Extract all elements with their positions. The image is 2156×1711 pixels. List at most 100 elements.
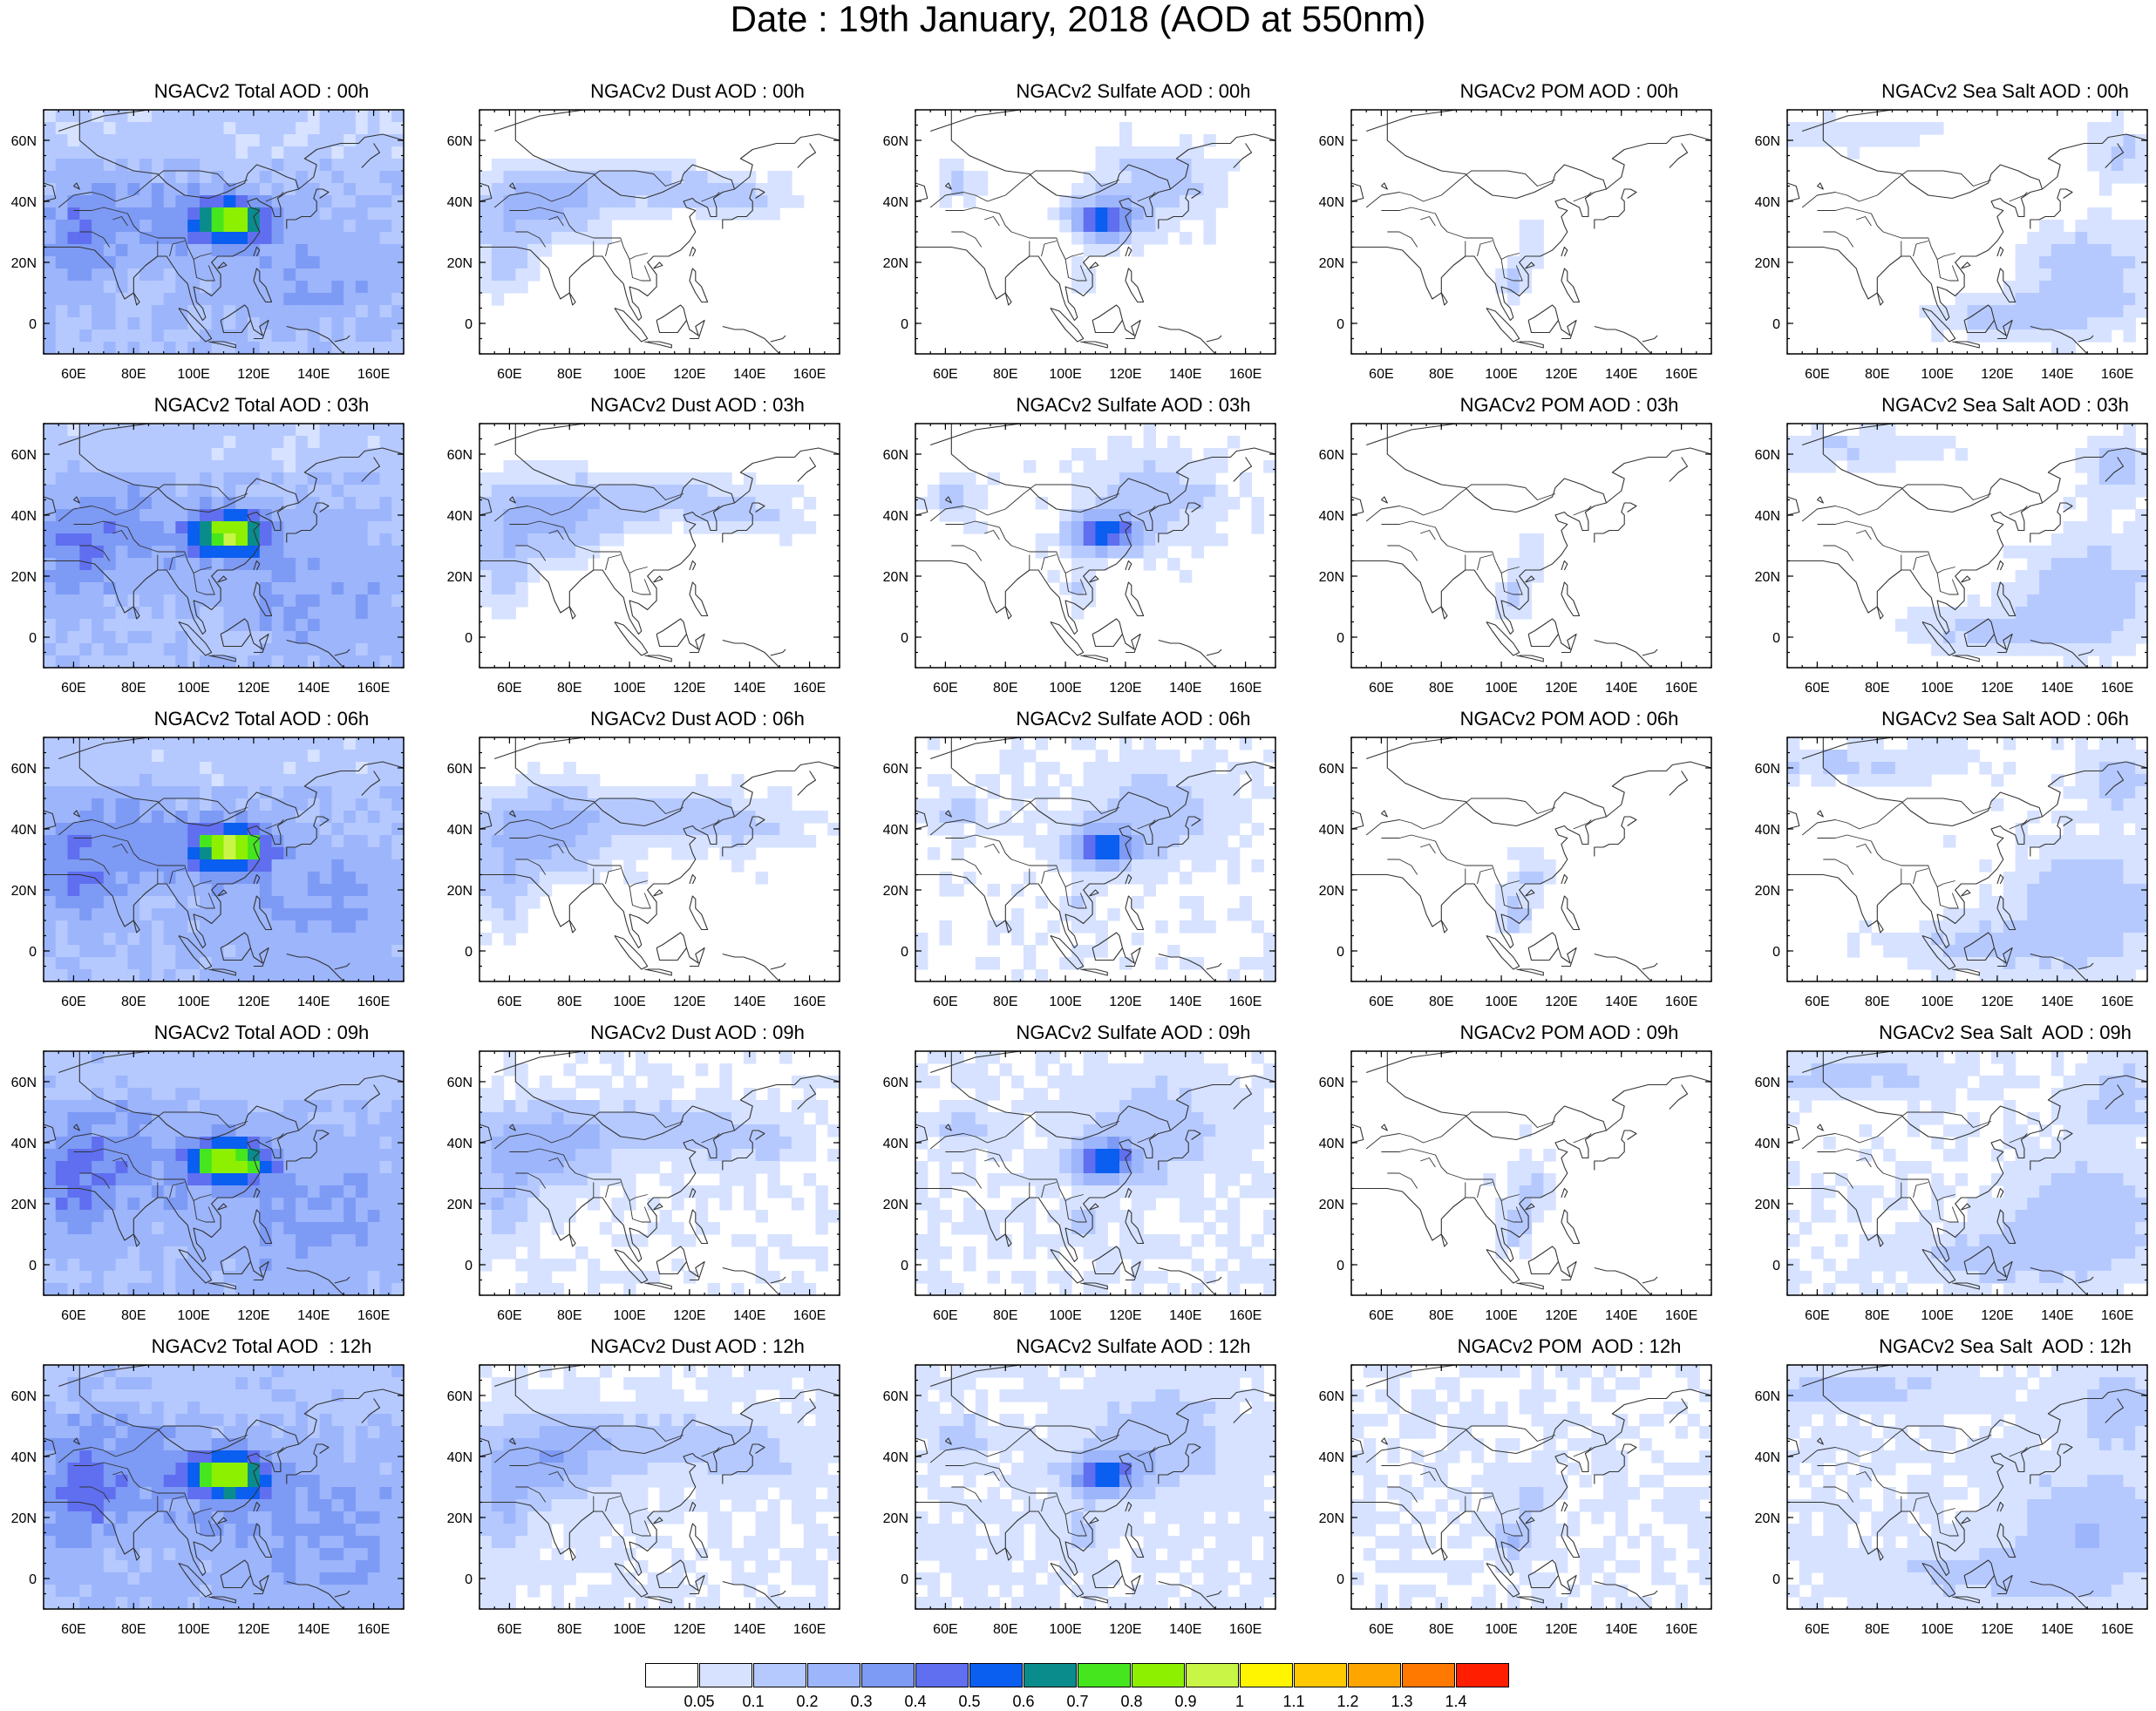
y-tick-label: 0 [901, 945, 908, 960]
aod-cell [492, 485, 504, 498]
aod-cell [116, 957, 128, 970]
aod-cell [1263, 933, 1275, 946]
aod-cell [2075, 329, 2087, 343]
aod-cell [104, 546, 116, 559]
aod-cell [68, 920, 80, 934]
aod-cell [116, 1234, 128, 1247]
aod-cell [356, 1137, 368, 1150]
aod-cell [391, 643, 404, 656]
aod-cell [2051, 847, 2064, 860]
aod-cell [1084, 835, 1096, 848]
aod-cell [963, 798, 976, 811]
aod-cell [224, 1076, 236, 1089]
aod-cell [1931, 448, 1943, 461]
aod-cell [540, 497, 552, 510]
aod-cell [368, 281, 380, 294]
aod-cell [1036, 847, 1048, 860]
aod-cell [1155, 920, 1167, 934]
aod-cell [779, 798, 792, 811]
aod-cell [139, 1271, 152, 1284]
aod-cell [200, 521, 212, 534]
aod-cell [1847, 762, 1860, 775]
aod-cell [2099, 835, 2112, 848]
aod-cell [504, 884, 516, 897]
aod-cell [1059, 460, 1071, 473]
aod-cell [2075, 460, 2087, 473]
aod-cell [1931, 933, 1943, 946]
aod-cell [380, 1185, 392, 1198]
aod-cell [492, 159, 504, 172]
aod-cell [272, 110, 284, 123]
aod-cell [1955, 920, 1968, 934]
aod-cell [1096, 509, 1108, 522]
aod-cell [331, 533, 343, 547]
aod-cell [139, 774, 152, 787]
aod-cell [2075, 232, 2087, 245]
aod-cell [1036, 762, 1048, 775]
aod-cell [380, 509, 392, 522]
aod-cell [492, 256, 504, 269]
aod-cell [2016, 884, 2028, 897]
aod-cell [1155, 835, 1167, 848]
aod-cell [164, 134, 176, 147]
aod-cell [479, 908, 492, 921]
aod-cell [1203, 159, 1215, 172]
aod-cell [187, 448, 200, 461]
aod-cell [116, 146, 128, 160]
aod-cell [212, 1076, 224, 1089]
aod-cell [1096, 183, 1108, 196]
aod-cell [175, 847, 187, 860]
aod-cell [164, 448, 176, 461]
aod-cell [44, 1173, 56, 1186]
aod-cell [260, 896, 272, 909]
aod-cell [248, 317, 260, 330]
aod-cell [2075, 220, 2087, 233]
aod-cell [356, 786, 368, 799]
aod-cell [2075, 920, 2087, 934]
aod-cell [2039, 957, 2051, 970]
aod-cell [175, 448, 187, 461]
aod-cell [504, 872, 516, 885]
aod-cell [200, 134, 212, 147]
aod-cell [1071, 546, 1084, 559]
aod-cell [563, 521, 575, 534]
aod-cell [1943, 835, 1955, 848]
aod-cell [92, 1173, 104, 1186]
aod-cell [2135, 786, 2147, 799]
aod-cell [368, 171, 380, 184]
aod-cell [56, 835, 68, 848]
aod-cell [331, 472, 343, 485]
aod-cell [127, 232, 139, 245]
aod-cell [1883, 134, 1895, 147]
aod-cell [235, 872, 248, 885]
aod-cell [260, 1112, 272, 1125]
aod-cell [2099, 293, 2112, 306]
aod-cell [296, 220, 308, 233]
x-tick-label: 100E [1921, 681, 1953, 696]
aod-cell [2135, 872, 2147, 885]
aod-cell [356, 823, 368, 836]
aod-cell [139, 1283, 152, 1296]
aod-cell [2016, 957, 2028, 970]
aod-cell [200, 969, 212, 982]
aod-cell [1215, 183, 1228, 196]
aod-cell [368, 631, 380, 644]
aod-cell [175, 884, 187, 897]
country-border [1420, 531, 1435, 540]
aod-cell [320, 1246, 332, 1259]
aod-cell [1155, 448, 1167, 461]
country-border [1823, 232, 1853, 248]
aod-cell [391, 835, 404, 848]
aod-cell [356, 183, 368, 196]
aod-cell [116, 643, 128, 656]
aod-cell [92, 317, 104, 330]
aod-cell [92, 171, 104, 184]
aod-cell [1991, 293, 2003, 306]
aod-cell [44, 220, 56, 233]
aod-cell [139, 872, 152, 885]
aod-cell [2124, 485, 2136, 498]
aod-cell [671, 497, 684, 510]
aod-cell [320, 1063, 332, 1076]
coastline [1486, 309, 1520, 343]
aod-cell [260, 521, 272, 534]
